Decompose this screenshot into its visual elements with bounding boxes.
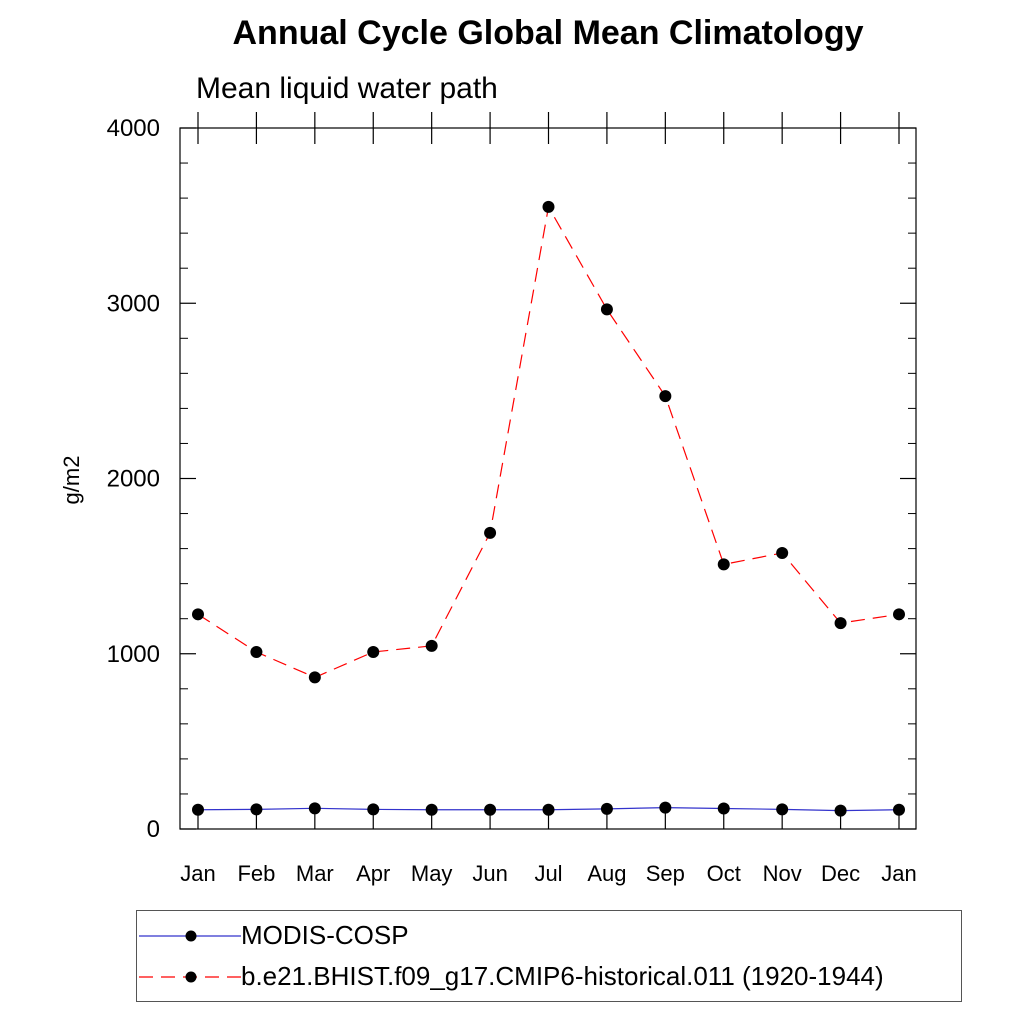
legend-swatch-series-1 bbox=[139, 930, 241, 942]
data-point-series-2 bbox=[893, 608, 905, 621]
data-point-series-2 bbox=[367, 645, 380, 658]
legend-label-series-2: b.e21.BHIST.f09_g17.CMIP6-historical.011… bbox=[241, 961, 884, 991]
data-point-series-1 bbox=[308, 802, 321, 815]
chart-subtitle: Mean liquid water path bbox=[196, 72, 498, 105]
data-point-series-1 bbox=[425, 803, 438, 816]
series-layer bbox=[192, 200, 905, 817]
x-tick-label: Oct bbox=[707, 861, 741, 886]
x-tick-label: Apr bbox=[356, 861, 390, 886]
legend-swatch-series-2 bbox=[139, 971, 241, 983]
data-point-series-2 bbox=[484, 526, 497, 539]
legend: MODIS-COSP b.e21.BHIST.f09_g17.CMIP6-his… bbox=[136, 910, 962, 1002]
data-point-series-1 bbox=[367, 803, 380, 816]
series-line-2 bbox=[197, 205, 900, 679]
x-tick-label: Jul bbox=[534, 861, 562, 886]
data-point-series-2 bbox=[659, 390, 672, 403]
x-tick-label: Dec bbox=[821, 861, 860, 886]
data-point-series-1 bbox=[542, 803, 555, 816]
data-point-series-1 bbox=[600, 802, 613, 815]
x-tick-label: Jun bbox=[472, 861, 507, 886]
data-point-series-1 bbox=[484, 803, 497, 816]
data-point-series-1 bbox=[250, 803, 263, 816]
x-tick-label: Nov bbox=[763, 861, 802, 886]
y-tick-label: 4000 bbox=[107, 115, 160, 142]
y-tick-label: 0 bbox=[147, 816, 160, 843]
data-point-series-2 bbox=[600, 303, 613, 316]
y-tick-label: 3000 bbox=[107, 290, 160, 317]
x-tick-label: Feb bbox=[237, 861, 275, 886]
data-point-series-1 bbox=[659, 801, 672, 814]
x-tick-labels: Jan Feb Mar Apr May Jun Jul Aug Sep Oct Nov Dec Jan bbox=[180, 861, 916, 886]
legend-label-series-1: MODIS-COSP bbox=[241, 920, 409, 950]
data-point-series-2 bbox=[717, 558, 730, 571]
data-point-series-1 bbox=[192, 803, 204, 816]
data-point-series-2 bbox=[542, 200, 555, 213]
data-point-series-2 bbox=[425, 639, 438, 652]
data-point-series-2 bbox=[250, 645, 263, 658]
axis-ticks bbox=[180, 112, 916, 830]
data-point-series-2 bbox=[192, 608, 204, 621]
data-point-series-1 bbox=[834, 804, 847, 817]
x-tick-label: Mar bbox=[296, 861, 334, 886]
plot-frame bbox=[179, 127, 917, 830]
x-tick-label: May bbox=[411, 861, 453, 886]
legend-item-series-2: b.e21.BHIST.f09_g17.CMIP6-historical.011… bbox=[137, 957, 961, 997]
x-tick-label: Aug bbox=[587, 861, 626, 886]
data-point-series-1 bbox=[776, 803, 789, 816]
x-tick-label: Jan bbox=[180, 861, 215, 886]
x-tick-label: Sep bbox=[646, 861, 685, 886]
y-tick-label: 2000 bbox=[107, 466, 160, 493]
x-tick-label: Jan bbox=[881, 861, 916, 886]
data-point-series-2 bbox=[776, 546, 789, 559]
line-chart: 0 1000 2000 3000 4000 Jan Feb Mar Apr May Jun Jul A… bbox=[107, 112, 917, 886]
chart-title: Annual Cycle Global Mean Climatology bbox=[232, 14, 864, 52]
data-point-series-2 bbox=[308, 671, 321, 684]
data-point-series-2 bbox=[834, 617, 847, 630]
data-point-series-1 bbox=[893, 803, 905, 816]
y-tick-label: 1000 bbox=[107, 641, 160, 668]
y-tick-labels: 0 1000 2000 3000 4000 bbox=[107, 115, 160, 843]
legend-item-series-1: MODIS-COSP bbox=[137, 916, 961, 956]
data-point-series-1 bbox=[717, 802, 730, 815]
